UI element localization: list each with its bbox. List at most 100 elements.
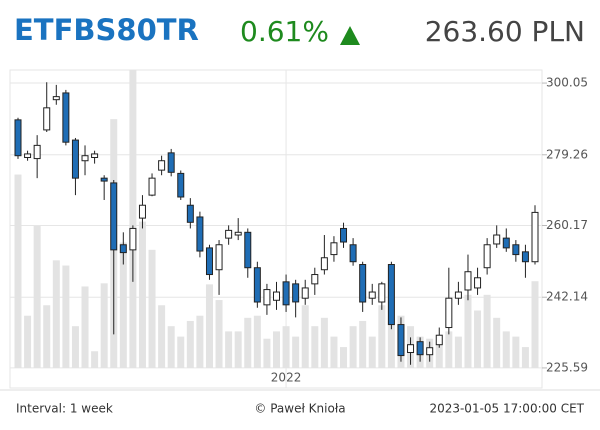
y-tick-label: 300.05 (546, 76, 588, 90)
candle-body (445, 297, 453, 329)
volume-bar (215, 300, 223, 368)
candle-body (407, 344, 415, 354)
volume-bar (119, 242, 127, 368)
volume-bar (33, 225, 41, 368)
volume-bar (273, 331, 280, 368)
candle-body (14, 119, 22, 157)
volume-bar (521, 347, 529, 368)
candle-body (158, 160, 166, 171)
candle-body (368, 291, 376, 299)
candle-body (177, 172, 185, 198)
volume-bar (502, 331, 510, 368)
candle-body (359, 264, 367, 303)
volume-bar (349, 326, 357, 368)
y-tick-label: 242.14 (546, 290, 588, 304)
candle-body (378, 283, 386, 303)
volume-bar (167, 326, 175, 368)
volume-bar (14, 174, 22, 368)
volume-bar (263, 338, 271, 368)
volume-bar (186, 320, 194, 368)
volume-bar (81, 286, 89, 368)
volume-bar (244, 317, 252, 368)
plot-frame (9, 69, 543, 389)
symbol: ETFBS80TR (14, 13, 199, 47)
candle-body (186, 204, 194, 223)
candle-body (205, 247, 213, 276)
timestamp: 2023-01-05 17:00:00 CET (429, 402, 584, 416)
volume-bar (531, 281, 539, 368)
candle-body (71, 139, 79, 179)
candle-body (129, 227, 137, 251)
candle-body (474, 277, 482, 289)
volume-bar (62, 265, 70, 368)
volume-bar (368, 336, 376, 368)
volume-bar (177, 336, 185, 368)
volume-bar (311, 326, 319, 368)
candle-body (81, 155, 89, 162)
volume-bar (301, 305, 309, 368)
volume-bar (320, 317, 328, 368)
volume-bar (100, 283, 108, 368)
candle-body (43, 107, 51, 131)
candle-body (521, 251, 529, 263)
volume-bar (253, 315, 261, 368)
x-tick-label: 2022 (271, 371, 302, 385)
candle-body (215, 244, 223, 271)
candle-body (426, 347, 434, 356)
candle-body (435, 334, 443, 346)
interval: Interval: 1 week (16, 402, 113, 416)
volume-bar (512, 336, 520, 368)
candle-body (282, 281, 290, 306)
volume-bar (445, 331, 453, 368)
volume-bar (493, 317, 501, 368)
candle-body (119, 244, 127, 254)
volume-bar (359, 320, 367, 368)
candle-body (301, 287, 309, 299)
candle-body (349, 244, 357, 263)
candle-body (387, 264, 395, 326)
candle-body (292, 283, 300, 303)
volume-bar (52, 260, 60, 368)
candle-body (167, 152, 175, 173)
up-arrow (340, 26, 360, 45)
volume-bar (205, 284, 213, 368)
candle-body (464, 271, 472, 291)
candle-body (33, 144, 41, 160)
volume-bar (196, 315, 204, 368)
y-tick-label: 225.59 (546, 360, 588, 374)
volume-bar (435, 341, 443, 368)
y-tick-label: 279.26 (546, 147, 588, 161)
candle-body (100, 177, 108, 182)
volume-bar (292, 336, 300, 368)
volume-bar (454, 336, 462, 368)
price: 263.60 PLN (425, 15, 585, 48)
volume-bar (340, 347, 348, 368)
author: © Paweł Knioła (254, 402, 345, 416)
candle-body (138, 204, 146, 219)
candle-body (52, 96, 60, 101)
candle-body (253, 267, 261, 303)
volume-bar (474, 310, 482, 368)
candle-body (24, 153, 32, 158)
candle-body (110, 182, 118, 251)
volume-bar (464, 294, 472, 368)
volume-bar (91, 351, 99, 368)
candle-body (234, 231, 242, 236)
volume-bar (225, 331, 233, 368)
candle-body (483, 244, 491, 269)
plot: 225.59 242.14 260.17 279.26 300.05 2022 (9, 69, 588, 389)
volume-bar (138, 221, 146, 368)
candle-body (531, 211, 539, 263)
candle-body (196, 216, 204, 252)
candle-body (340, 227, 348, 243)
candle-body (62, 92, 70, 143)
volume-bar (158, 305, 166, 368)
volume-bar (234, 331, 242, 368)
candle-body (148, 177, 156, 196)
volume-bar (24, 315, 32, 368)
y-tick-label: 260.17 (546, 218, 588, 232)
candle-body (512, 244, 520, 256)
candle-body (397, 324, 405, 357)
